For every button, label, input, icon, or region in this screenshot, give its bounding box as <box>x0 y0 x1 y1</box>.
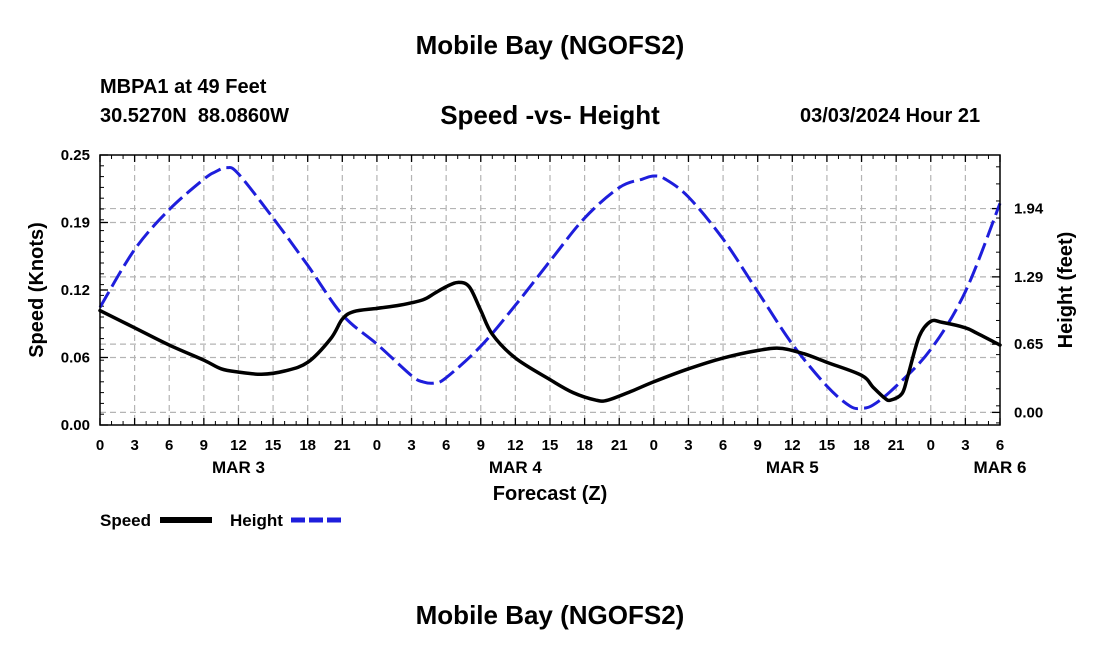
x-tick-label: 15 <box>819 437 836 454</box>
legend: Speed Height <box>100 511 343 530</box>
y-axis-right-title: Height (feet) <box>1055 232 1077 349</box>
x-tick-label: 3 <box>130 437 138 454</box>
y-left-tick-label: 0.00 <box>61 417 90 434</box>
x-tick-label: 3 <box>961 437 969 454</box>
x-tick-label: 6 <box>165 437 173 454</box>
x-tick-label: 12 <box>784 437 801 454</box>
y-right-tick-label: 1.29 <box>1014 269 1043 286</box>
x-tick-label: 12 <box>230 437 247 454</box>
date-label: MAR 6 <box>974 458 1027 477</box>
y-left-tick-label: 0.12 <box>61 282 90 299</box>
x-tick-label: 15 <box>265 437 282 454</box>
grid-lines <box>100 155 1000 425</box>
legend-height-label: Height <box>230 511 283 530</box>
x-tick-label: 6 <box>442 437 450 454</box>
y-left-tick-label: 0.19 <box>61 215 90 232</box>
height-series-line <box>98 166 1002 411</box>
x-tick-label: 3 <box>407 437 415 454</box>
y-axis-left-title: Speed (Knots) <box>26 222 48 358</box>
date-label: MAR 3 <box>212 458 265 477</box>
x-tick-label: 6 <box>996 437 1004 454</box>
x-axis-title: Forecast (Z) <box>493 483 607 505</box>
chart-subtitle: Speed -vs- Height <box>440 100 660 130</box>
x-tick-label: 9 <box>477 437 485 454</box>
x-tick-label: 18 <box>576 437 593 454</box>
x-tick-label: 3 <box>684 437 692 454</box>
x-tick-label: 0 <box>96 437 104 454</box>
station-label: MBPA1 at 49 Feet <box>100 76 267 98</box>
x-tick-label: 12 <box>507 437 524 454</box>
page-title: Mobile Bay (NGOFS2) <box>415 30 685 60</box>
x-tick-label: 18 <box>299 437 316 454</box>
tick-labels: 0 3 6 9 12 15 18 21 0 3 6 9 12 15 18 21 0 3 6 9 12 15 18 21 0 3 6 M… <box>61 147 1044 477</box>
date-label: MAR 4 <box>489 458 542 477</box>
page-footer-title: Mobile Bay (NGOFS2) <box>415 600 685 630</box>
x-tick-label: 0 <box>927 437 935 454</box>
y-right-tick-label: 0.00 <box>1014 404 1043 421</box>
x-tick-label: 0 <box>650 437 658 454</box>
forecast-datetime: 03/03/2024 Hour 21 <box>800 105 981 127</box>
x-tick-label: 21 <box>611 437 628 454</box>
legend-speed-label: Speed <box>100 511 151 530</box>
x-tick-label: 9 <box>200 437 208 454</box>
date-label: MAR 5 <box>766 458 819 477</box>
plot-frame <box>99 154 1001 426</box>
y-left-tick-label: 0.25 <box>61 147 90 164</box>
x-tick-label: 9 <box>754 437 762 454</box>
x-tick-label: 21 <box>334 437 351 454</box>
x-tick-label: 15 <box>542 437 559 454</box>
x-tick-label: 6 <box>719 437 727 454</box>
y-right-tick-label: 1.94 <box>1014 201 1044 218</box>
x-tick-label: 0 <box>373 437 381 454</box>
x-tick-label: 21 <box>888 437 905 454</box>
x-tick-label: 18 <box>853 437 870 454</box>
y-left-tick-label: 0.06 <box>61 350 90 367</box>
station-coordinates: 30.5270N 88.0860W <box>100 105 290 127</box>
y-right-tick-label: 0.65 <box>1014 336 1043 353</box>
speed-series-line <box>98 280 1002 403</box>
